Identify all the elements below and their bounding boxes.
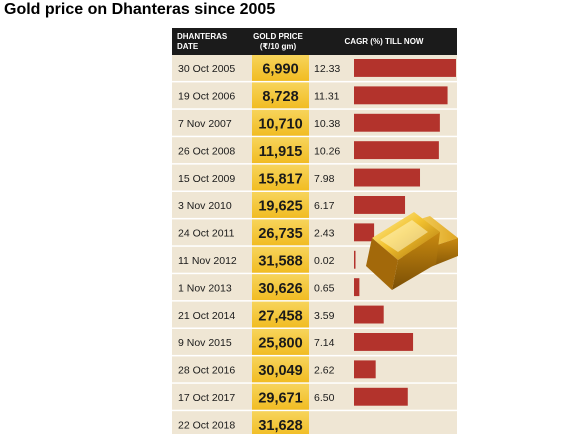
cagr-label: 3.59 [314, 310, 335, 322]
price-cell [252, 301, 309, 328]
date-label: 17 Oct 2017 [178, 392, 235, 404]
cagr-label: 0.65 [314, 282, 335, 294]
table-row: 7 Nov 2007 10,710 10.38 [172, 109, 457, 136]
cagr-bar [354, 168, 421, 187]
table-row: 22 Oct 2018 31,628 [172, 411, 457, 438]
date-label: 15 Oct 2009 [178, 173, 235, 185]
header-price-line1: GOLD PRICE [253, 32, 303, 41]
price-label: 29,671 [258, 391, 302, 407]
cagr-label: 6.17 [314, 200, 335, 212]
price-label: 31,588 [258, 254, 302, 270]
price-cell [252, 274, 309, 301]
cagr-label: 12.33 [314, 63, 340, 75]
cagr-bar [354, 250, 356, 269]
price-label: 15,817 [258, 171, 302, 187]
table-row: 1 Nov 2013 30,626 0.65 [172, 274, 457, 301]
price-label: 26,735 [258, 226, 302, 242]
table-row: 3 Nov 2010 19,625 6.17 [172, 192, 457, 218]
date-label: 22 Oct 2018 [178, 419, 235, 431]
table-row: 15 Oct 2009 15,817 7.98 [172, 164, 457, 191]
price-cell [252, 329, 309, 355]
price-label: 25,800 [258, 336, 302, 352]
cagr-bar [354, 113, 440, 132]
table-row: 9 Nov 2015 25,800 7.14 [172, 329, 457, 355]
cagr-bar [354, 196, 406, 214]
price-label: 6,990 [262, 62, 298, 78]
row-background [172, 383, 457, 410]
row-background [172, 411, 457, 438]
row-background [172, 192, 457, 218]
cagr-label: 7.98 [314, 173, 335, 185]
price-label: 31,628 [258, 418, 302, 434]
price-label: 19,625 [258, 199, 302, 215]
price-cell [252, 137, 309, 164]
date-label: 19 Oct 2006 [178, 91, 235, 103]
cagr-label: 6.50 [314, 392, 335, 404]
cagr-label: 10.38 [314, 118, 340, 130]
price-label: 27,458 [258, 308, 302, 324]
row-background [172, 356, 457, 383]
date-label: 3 Nov 2010 [178, 200, 232, 212]
cagr-label: 2.62 [314, 365, 335, 377]
price-cell [252, 164, 309, 191]
cagr-bar [354, 223, 375, 242]
cagr-bar [354, 333, 414, 351]
date-label: 24 Oct 2011 [178, 228, 235, 240]
cagr-label: 11.31 [314, 91, 340, 103]
cagr-bar [354, 86, 448, 105]
price-cell [252, 109, 309, 136]
price-cell [252, 383, 309, 410]
table-row: 26 Oct 2008 11,915 10.26 [172, 137, 457, 164]
table-row: 21 Oct 2014 27,458 3.59 [172, 301, 457, 328]
date-label: 26 Oct 2008 [178, 145, 235, 157]
table-row: 19 Oct 2006 8,728 11.31 [172, 82, 457, 109]
date-label: 1 Nov 2013 [178, 282, 232, 294]
price-label: 30,626 [258, 281, 302, 297]
table-row: 30 Oct 2005 6,990 12.33 [172, 55, 457, 81]
date-label: 21 Oct 2014 [178, 310, 235, 322]
date-label: 9 Nov 2015 [178, 337, 232, 349]
cagr-label: 2.43 [314, 228, 335, 240]
price-cell [252, 411, 309, 438]
cagr-label: 7.14 [314, 337, 335, 349]
date-label: 28 Oct 2016 [178, 365, 235, 377]
cagr-bar [354, 278, 360, 297]
price-cell [252, 82, 309, 109]
header-date-line2: DATE [177, 42, 199, 51]
date-label: 30 Oct 2005 [178, 63, 235, 75]
row-background [172, 301, 457, 328]
cagr-bar [354, 360, 376, 379]
header-date-line1: DHANTERAS [177, 32, 228, 41]
cagr-bar [354, 141, 439, 160]
page-title: Gold price on Dhanteras since 2005 [4, 1, 276, 18]
price-cell [252, 246, 309, 273]
cagr-bar [354, 305, 384, 324]
price-label: 11,915 [259, 144, 303, 160]
price-cell [252, 219, 309, 246]
date-label: 11 Nov 2012 [178, 255, 237, 267]
cagr-bar [354, 387, 408, 406]
price-cell [252, 356, 309, 383]
cagr-label: 10.26 [314, 145, 340, 157]
date-label: 7 Nov 2007 [178, 118, 232, 130]
table-row: 28 Oct 2016 30,049 2.62 [172, 356, 457, 383]
price-cell [252, 55, 309, 81]
price-label: 30,049 [258, 363, 302, 379]
cagr-bar [354, 59, 456, 77]
price-label: 8,728 [262, 89, 298, 105]
table-row: 17 Oct 2017 29,671 6.50 [172, 383, 457, 410]
gold-bars-icon [366, 212, 458, 290]
header-band [172, 28, 457, 55]
price-cell [252, 192, 309, 218]
header-cagr: CAGR (%) TILL NOW [345, 37, 424, 46]
header-price-line2: (₹/10 gm) [260, 42, 297, 51]
price-label: 10,710 [258, 117, 302, 133]
cagr-label: 0.02 [314, 255, 335, 267]
